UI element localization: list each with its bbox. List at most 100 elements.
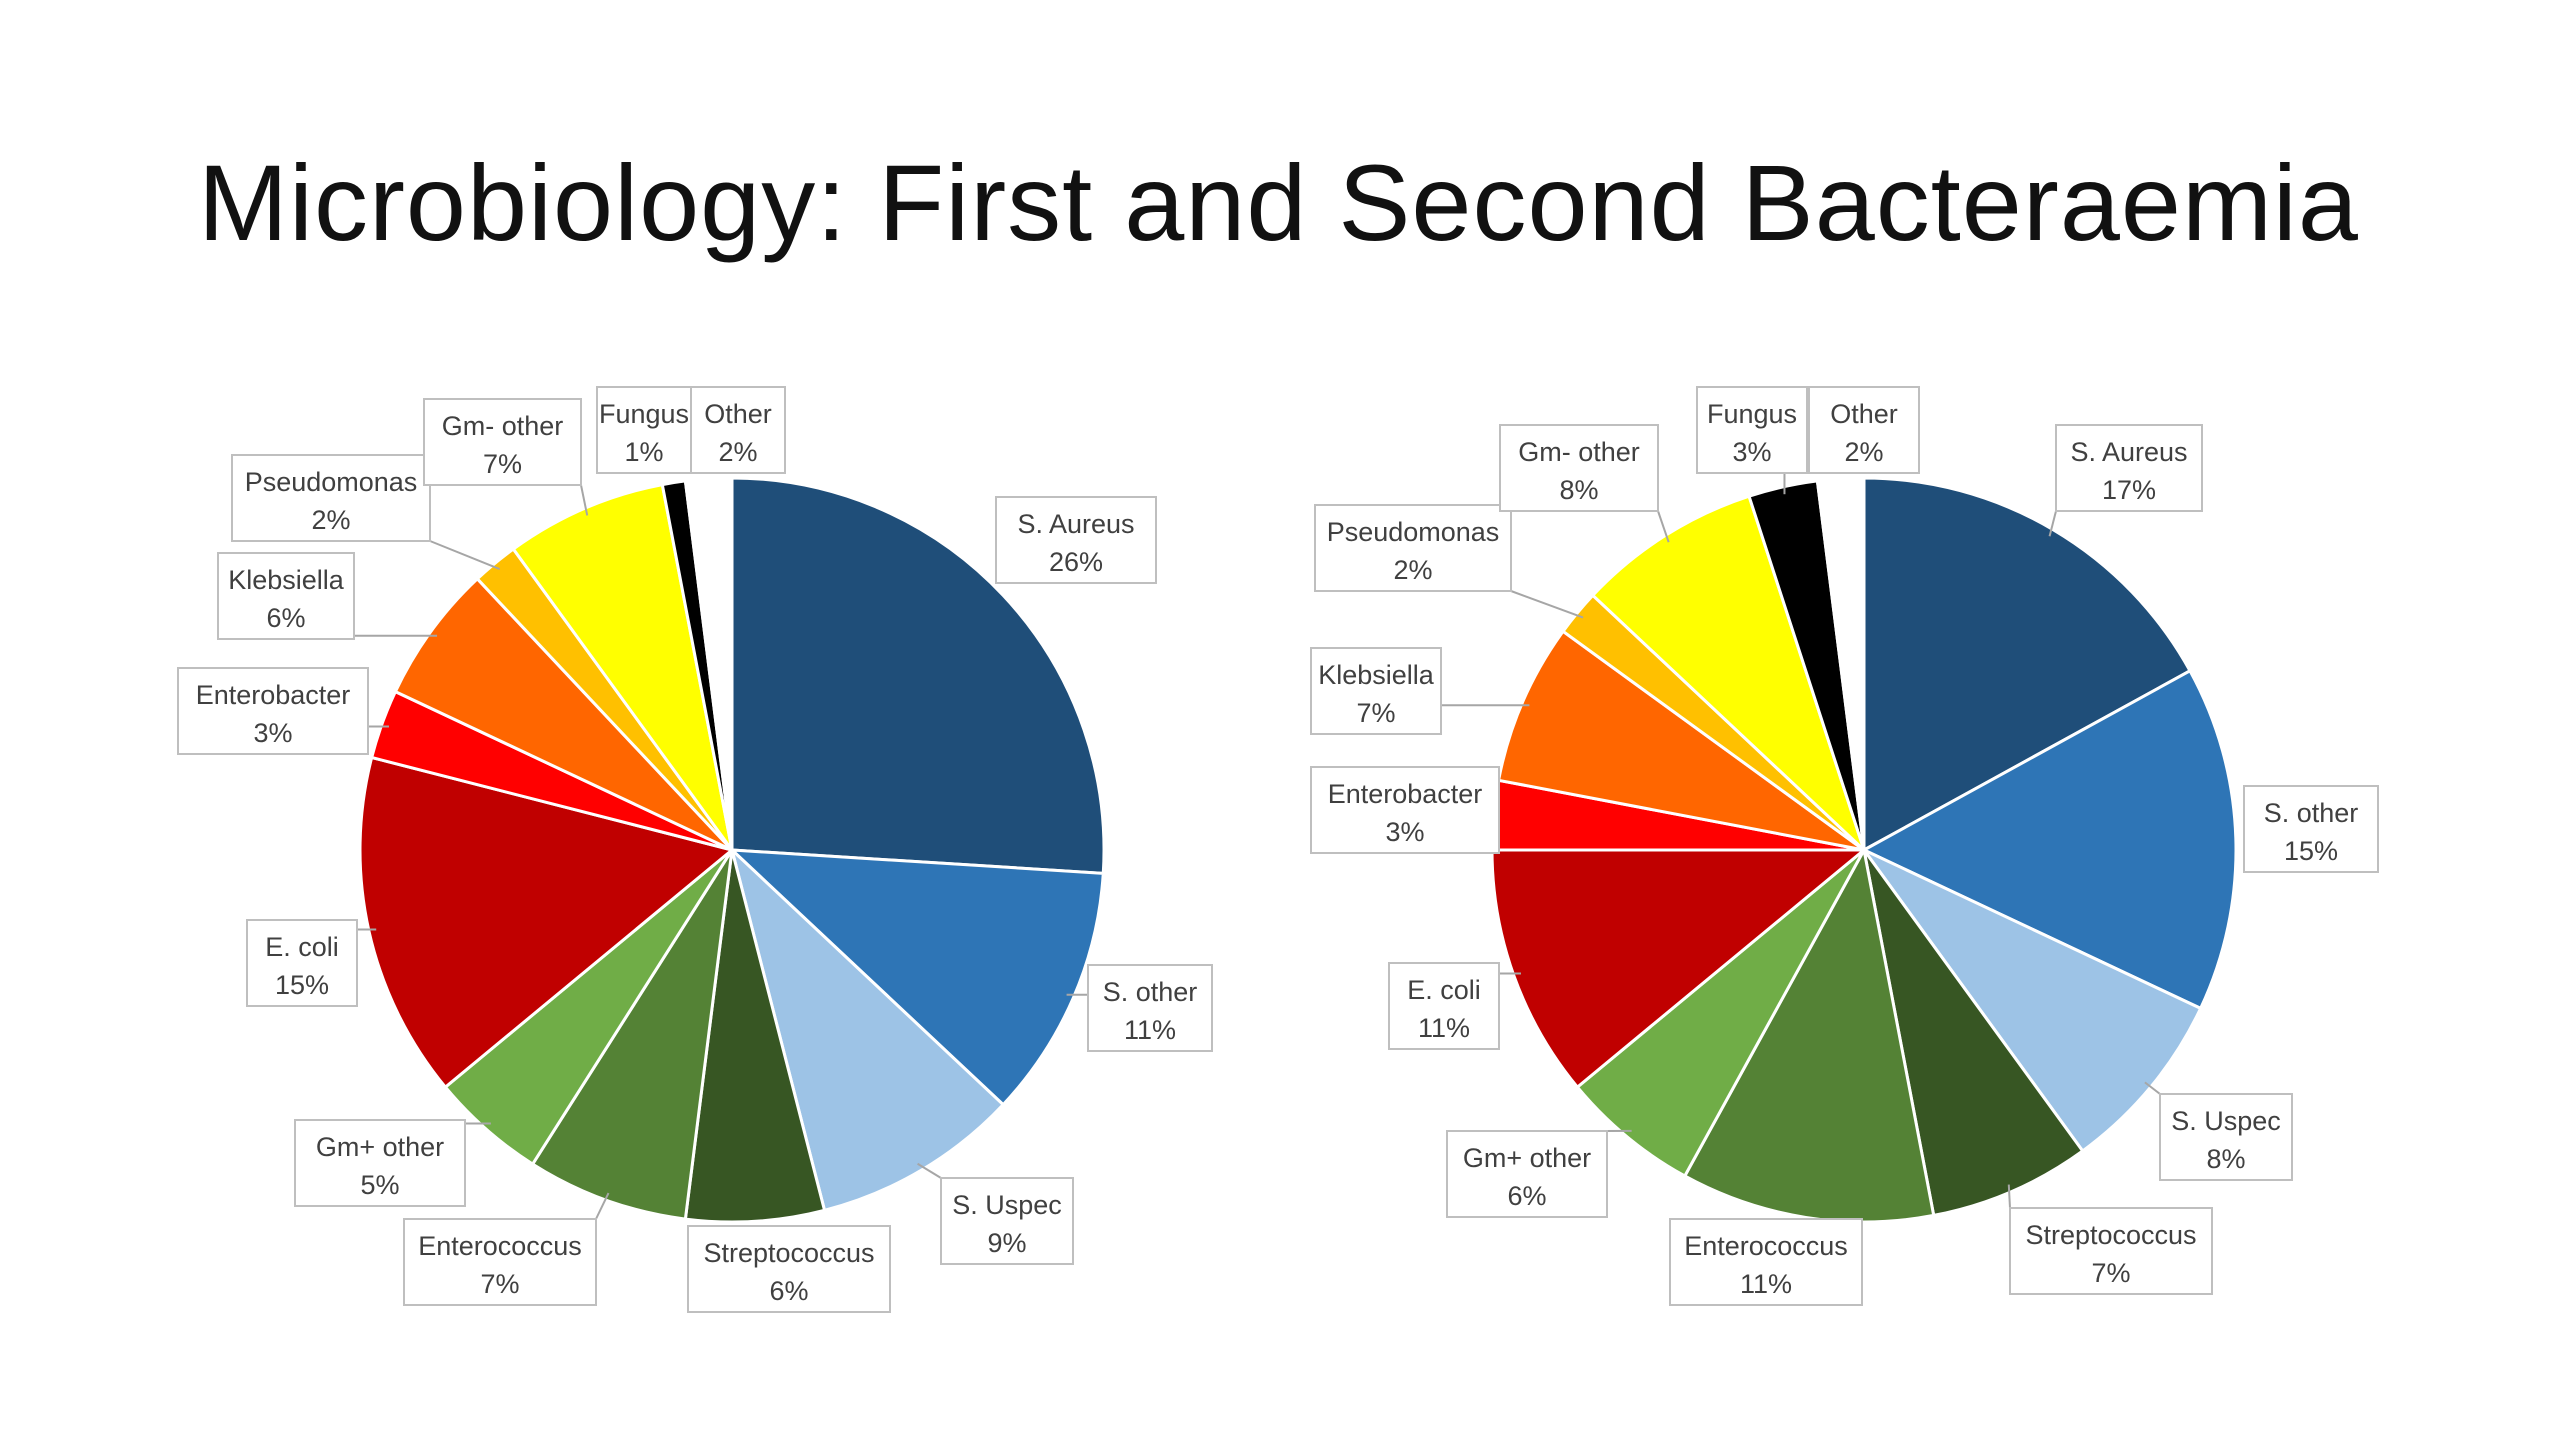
callout-box-e-coli (1388, 962, 1500, 1050)
category-label: Pseudomonas (1327, 517, 1500, 547)
slice-other (1815, 476, 1866, 851)
category-label: Other (1830, 399, 1898, 429)
slice-klebsiella (393, 576, 734, 852)
callout-leader (917, 1162, 942, 1179)
callout-box-klebsiella (217, 552, 355, 640)
callout-box-pseudomonas (1314, 504, 1512, 592)
category-label: Gm+ other (1463, 1143, 1591, 1173)
callout-box-other (1808, 386, 1920, 474)
category-label: Gm- other (442, 411, 564, 441)
category-label: S. Aureus (2070, 437, 2187, 467)
slice-enterococcus (1682, 845, 1936, 1224)
callout-leader (595, 1192, 610, 1220)
callout-leader (1657, 510, 1670, 543)
category-label: Enterococcus (418, 1231, 582, 1261)
callout-leader (580, 484, 589, 516)
percent-label: 7% (2091, 1258, 2130, 1288)
percent-label: 7% (1356, 698, 1395, 728)
callout-box-enterococcus (1669, 1218, 1863, 1306)
callout-box-gm-other (1499, 424, 1659, 512)
callout-box-other (690, 386, 786, 474)
callout-box-streptococcus (687, 1225, 891, 1313)
category-label: Enterobacter (196, 680, 351, 710)
slice-streptococcus (683, 849, 827, 1224)
category-label: Other (704, 399, 772, 429)
percent-label: 7% (483, 449, 522, 479)
callout-box-enterobacter (1310, 766, 1500, 854)
percent-label: 3% (1385, 817, 1424, 847)
category-label: Fungus (599, 399, 689, 429)
slice-other (683, 476, 734, 851)
percent-label: 7% (480, 1269, 519, 1299)
percent-label: 9% (987, 1228, 1026, 1258)
category-label: Klebsiella (228, 565, 345, 595)
callout-box-s-other (1087, 964, 1213, 1052)
slice-gm-other (1575, 848, 1866, 1179)
first-bacteraemia-pie: S. Aureus 26% S. other 11% S. Uspec 9% Strepto… (177, 386, 1213, 1313)
callout-box-gm-other (1446, 1130, 1608, 1218)
percent-label: 2% (1393, 555, 1432, 585)
slice-gm-other (1590, 494, 1866, 852)
category-label: S. other (1103, 977, 1198, 1007)
percent-label: 15% (2284, 836, 2338, 866)
percent-label: 5% (360, 1170, 399, 1200)
callout-box-klebsiella (1310, 647, 1442, 735)
slide-title: Microbiology: First and Second Bacteraem… (198, 142, 2359, 263)
percent-label: 26% (1049, 547, 1103, 577)
slice-e-coli (358, 755, 736, 1090)
percent-label: 11% (1740, 1269, 1792, 1299)
second-bacteraemia-pie: S. Aureus 17% S. other 15% S. Uspec 8% Strepto… (1310, 386, 2379, 1306)
callout-box-enterobacter (177, 667, 369, 755)
category-label: S. Aureus (1017, 509, 1134, 539)
percent-label: 11% (1418, 1013, 1470, 1043)
callout-box-gm-other (294, 1119, 466, 1207)
percent-label: 17% (2102, 475, 2156, 505)
callout-box-e-coli (246, 919, 358, 1007)
percent-label: 3% (253, 718, 292, 748)
callout-box-pseudomonas (231, 454, 431, 542)
category-label: Streptococcus (2025, 1220, 2196, 1250)
percent-label: 6% (266, 603, 305, 633)
percent-label: 2% (1844, 437, 1883, 467)
percent-label: 6% (769, 1276, 808, 1306)
callout-box-fungus (596, 386, 692, 474)
callout-leader (429, 540, 500, 571)
callout-box-streptococcus (2009, 1207, 2213, 1295)
slice-s-aureus (1862, 476, 2193, 853)
category-label: E. coli (1407, 975, 1481, 1005)
percent-label: 11% (1124, 1015, 1176, 1045)
callout-box-s-other (2243, 785, 2379, 873)
percent-label: 8% (1559, 475, 1598, 505)
category-label: S. Uspec (2171, 1106, 2281, 1136)
percent-label: 2% (718, 437, 757, 467)
percent-label: 1% (624, 437, 663, 467)
callout-box-enterococcus (403, 1218, 597, 1306)
category-label: Pseudomonas (245, 467, 418, 497)
slice-e-coli (1490, 848, 1869, 1090)
slice-gm-other (511, 482, 734, 851)
category-label: Enterococcus (1684, 1231, 1848, 1261)
callout-box-s-aureus (2055, 424, 2203, 512)
slice-klebsiella (1496, 629, 1865, 852)
callout-leader (1510, 590, 1584, 619)
slice-s-other (1860, 668, 2238, 1011)
category-label: E. coli (265, 932, 339, 962)
category-label: Gm- other (1518, 437, 1640, 467)
category-label: Gm+ other (316, 1132, 444, 1162)
category-label: Streptococcus (703, 1238, 874, 1268)
slice-s-uspec (729, 845, 1006, 1213)
callout-box-fungus (1696, 386, 1808, 474)
callout-leader (2007, 1184, 2011, 1209)
category-label: Klebsiella (1318, 660, 1435, 690)
percent-label: 3% (1732, 437, 1771, 467)
percent-label: 2% (311, 505, 350, 535)
callout-box-gm-other (423, 398, 582, 486)
category-label: S. Uspec (952, 1190, 1062, 1220)
category-label: S. other (2264, 798, 2359, 828)
callout-box-s-uspec (2159, 1093, 2293, 1181)
callout-leader (2048, 510, 2057, 537)
percent-label: 8% (2206, 1144, 2245, 1174)
slice-s-aureus (730, 476, 1106, 875)
category-label: Enterobacter (1328, 779, 1483, 809)
